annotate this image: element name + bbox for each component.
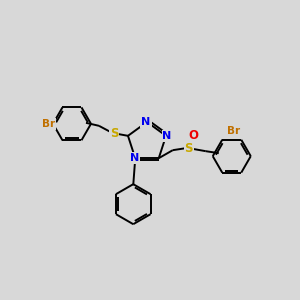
Text: S: S (184, 142, 193, 155)
Text: Br: Br (42, 119, 56, 129)
Text: N: N (141, 117, 151, 127)
Text: N: N (130, 153, 139, 163)
Text: O: O (189, 129, 199, 142)
Text: N: N (162, 131, 172, 141)
Text: Br: Br (227, 126, 240, 136)
Text: S: S (110, 127, 118, 140)
